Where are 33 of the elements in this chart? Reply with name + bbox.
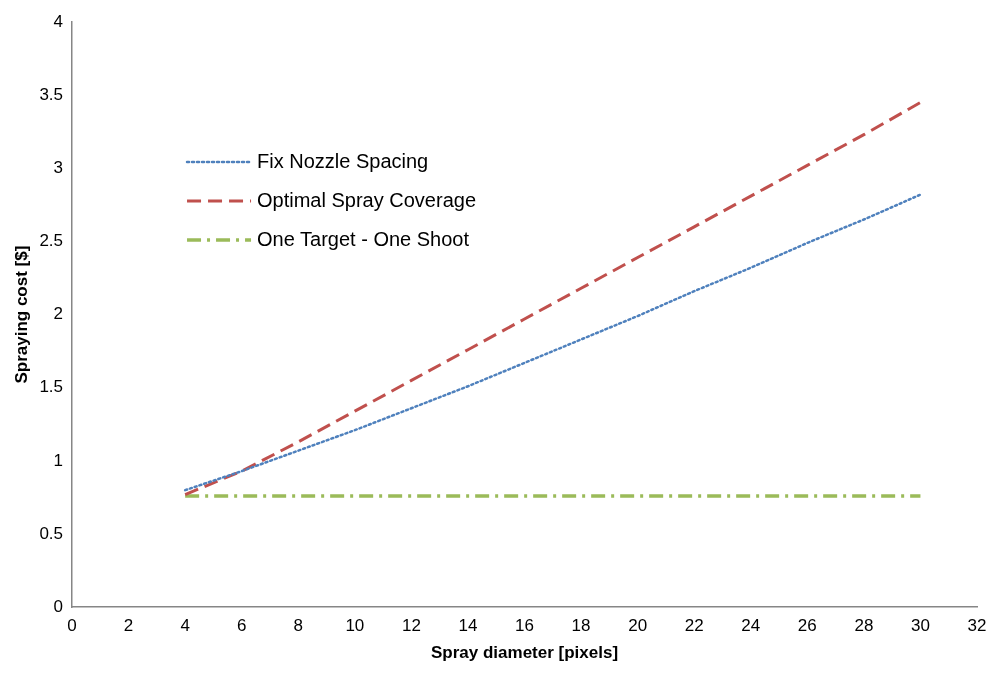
x-tick-label: 0 — [67, 616, 77, 636]
y-tick-label: 2 — [53, 304, 64, 324]
x-tick-label: 16 — [515, 616, 534, 636]
y-tick-label: 4 — [53, 11, 64, 31]
x-tick-label: 30 — [910, 616, 930, 636]
x-tick-label: 6 — [236, 616, 247, 636]
y-tick-label: 2.5 — [39, 231, 64, 251]
line-series — [183, 193, 922, 492]
line-series — [183, 100, 922, 497]
x-tick-label: 8 — [293, 616, 304, 636]
x-tick-label: 14 — [458, 616, 478, 636]
x-tick-label: 12 — [401, 616, 421, 636]
x-tick-label: 2 — [123, 616, 134, 636]
x-axis-title: Spray diameter [pixels] — [430, 643, 619, 663]
legend-label: Fix Nozzle Spacing — [257, 149, 429, 172]
y-tick-label: 0 — [53, 596, 64, 616]
y-tick-label: 0.5 — [39, 523, 64, 543]
x-tick-label: 18 — [571, 616, 591, 636]
y-axis-title: Spraying cost [$] — [11, 245, 31, 384]
x-tick-label: 20 — [628, 616, 648, 636]
x-tick-label: 28 — [854, 616, 874, 636]
x-tick-label: 24 — [741, 616, 761, 636]
x-tick-label: 32 — [967, 616, 987, 636]
x-tick-label: 22 — [684, 616, 704, 636]
legend-label: One Target - One Shoot — [257, 227, 470, 250]
x-tick-label: 26 — [797, 616, 817, 636]
x-tick-label: 4 — [180, 616, 190, 636]
y-tick-label: 1 — [53, 450, 64, 470]
y-tick-label: 3.5 — [39, 84, 64, 104]
y-tick-label: 3 — [53, 157, 64, 177]
y-tick-label: 1.5 — [39, 377, 64, 397]
legend-label: Optimal Spray Coverage — [257, 188, 477, 211]
x-tick-label: 10 — [345, 616, 365, 636]
